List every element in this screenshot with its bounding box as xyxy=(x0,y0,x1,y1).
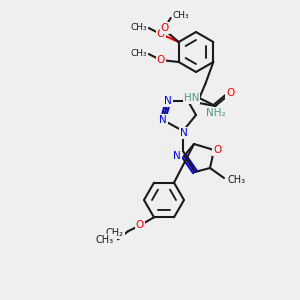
Text: CH₃: CH₃ xyxy=(96,235,114,245)
Text: O: O xyxy=(226,88,234,98)
Text: CH₃: CH₃ xyxy=(130,49,147,58)
Text: N: N xyxy=(159,115,167,125)
Text: CH₂: CH₂ xyxy=(106,228,124,238)
Text: O: O xyxy=(160,23,169,33)
Text: N: N xyxy=(164,96,172,106)
Text: CH₃: CH₃ xyxy=(173,11,189,20)
Text: CH₃: CH₃ xyxy=(228,175,246,185)
Text: O: O xyxy=(157,55,165,65)
Text: NH₂: NH₂ xyxy=(206,108,226,118)
Text: HN: HN xyxy=(184,93,199,103)
Text: N: N xyxy=(180,128,188,138)
Text: CH₃: CH₃ xyxy=(130,22,147,32)
Text: O: O xyxy=(213,145,221,155)
Text: O: O xyxy=(157,29,165,39)
Text: O: O xyxy=(136,220,144,230)
Text: N: N xyxy=(173,151,181,161)
